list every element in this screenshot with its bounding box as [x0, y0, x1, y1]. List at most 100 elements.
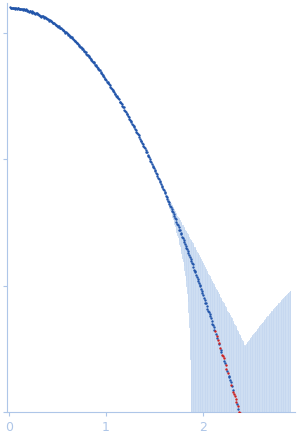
- Point: [151, 163, 156, 170]
- Point: [12, 4, 16, 11]
- Point: [269, 428, 274, 435]
- Point: [66, 31, 71, 38]
- Point: [256, 428, 260, 435]
- Point: [45, 15, 49, 22]
- Point: [207, 309, 211, 316]
- Point: [266, 428, 271, 435]
- Point: [92, 60, 97, 67]
- Point: [254, 428, 258, 435]
- Point: [62, 27, 66, 34]
- Point: [242, 427, 247, 434]
- Point: [26, 7, 30, 14]
- Point: [223, 362, 228, 369]
- Point: [88, 55, 92, 62]
- Point: [97, 67, 102, 74]
- Point: [135, 129, 139, 136]
- Point: [285, 428, 290, 435]
- Point: [272, 428, 277, 435]
- Point: [72, 37, 77, 44]
- Point: [226, 372, 231, 379]
- Point: [273, 428, 278, 435]
- Point: [111, 88, 116, 95]
- Point: [35, 10, 40, 17]
- Point: [145, 152, 150, 159]
- Point: [97, 66, 102, 73]
- Point: [35, 10, 40, 17]
- Point: [114, 93, 118, 100]
- Point: [33, 9, 38, 16]
- Point: [49, 17, 54, 24]
- Point: [168, 204, 173, 211]
- Point: [235, 402, 240, 409]
- Point: [287, 428, 291, 435]
- Point: [15, 5, 20, 12]
- Point: [21, 7, 26, 14]
- Point: [201, 294, 206, 301]
- Point: [170, 209, 175, 216]
- Point: [201, 291, 206, 298]
- Point: [245, 428, 250, 435]
- Point: [133, 126, 137, 133]
- Point: [80, 46, 85, 53]
- Point: [188, 256, 193, 263]
- Point: [91, 58, 96, 65]
- Point: [95, 63, 100, 70]
- Point: [158, 179, 163, 186]
- Point: [217, 341, 222, 348]
- Point: [276, 428, 281, 435]
- Point: [37, 11, 42, 18]
- Point: [218, 346, 223, 353]
- Point: [121, 104, 125, 111]
- Point: [288, 428, 293, 435]
- Point: [228, 379, 233, 386]
- Point: [152, 164, 156, 171]
- Point: [254, 428, 259, 435]
- Point: [114, 93, 119, 100]
- Point: [185, 246, 190, 253]
- Point: [31, 10, 36, 17]
- Point: [185, 248, 190, 255]
- Point: [90, 57, 94, 64]
- Point: [274, 428, 279, 435]
- Point: [119, 99, 123, 106]
- Point: [51, 20, 56, 27]
- Point: [205, 305, 210, 312]
- Point: [19, 5, 24, 12]
- Point: [123, 107, 128, 114]
- Point: [229, 381, 234, 388]
- Point: [69, 34, 74, 41]
- Point: [277, 428, 282, 435]
- Point: [249, 428, 254, 435]
- Point: [267, 428, 272, 435]
- Point: [60, 25, 64, 32]
- Point: [63, 29, 68, 36]
- Point: [130, 121, 135, 128]
- Point: [133, 126, 138, 133]
- Point: [227, 373, 232, 380]
- Point: [204, 302, 209, 309]
- Point: [164, 192, 168, 199]
- Point: [41, 12, 45, 19]
- Point: [202, 296, 207, 303]
- Point: [271, 428, 276, 435]
- Point: [162, 189, 167, 196]
- Point: [32, 10, 37, 17]
- Point: [115, 94, 120, 101]
- Point: [251, 428, 255, 435]
- Point: [238, 409, 242, 416]
- Point: [7, 3, 12, 10]
- Point: [209, 315, 213, 322]
- Point: [107, 80, 111, 87]
- Point: [144, 149, 149, 156]
- Point: [260, 428, 265, 435]
- Point: [138, 137, 143, 144]
- Point: [40, 13, 45, 20]
- Point: [211, 324, 216, 331]
- Point: [176, 222, 180, 229]
- Point: [264, 428, 269, 435]
- Point: [234, 398, 239, 405]
- Point: [225, 368, 229, 375]
- Point: [170, 208, 175, 215]
- Point: [257, 428, 262, 435]
- Point: [137, 134, 142, 141]
